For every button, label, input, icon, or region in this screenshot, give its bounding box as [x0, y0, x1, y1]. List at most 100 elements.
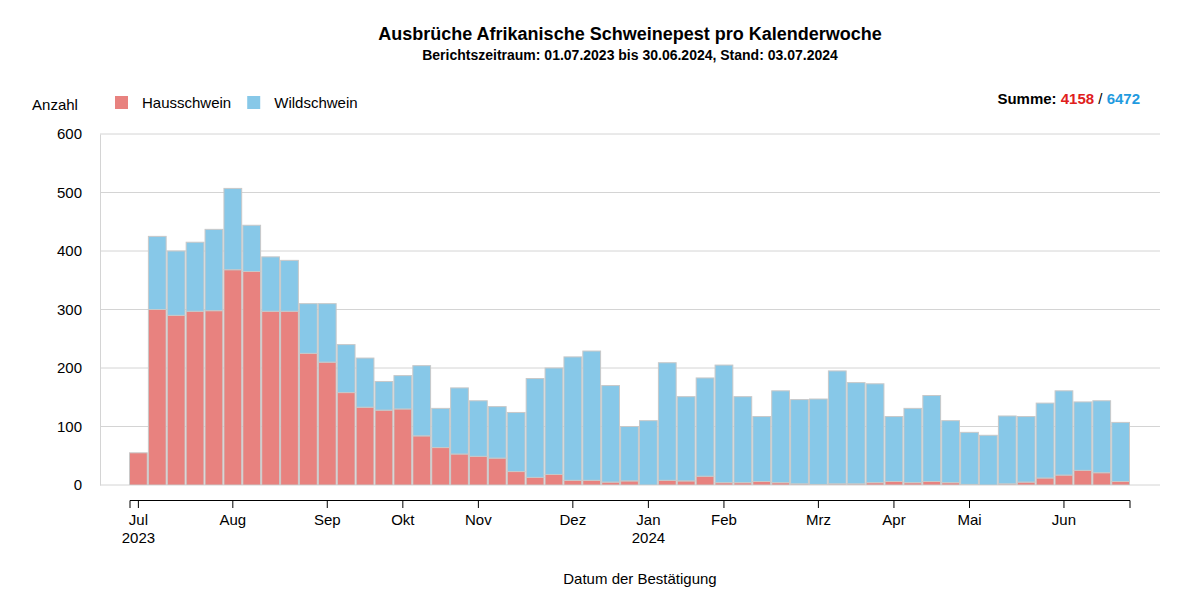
bar [677, 397, 695, 481]
bar [337, 345, 355, 393]
legend-label: Hausschwein [142, 94, 231, 111]
y-tick: 400 [57, 242, 100, 259]
x-tick-mark [327, 500, 328, 508]
summary-separator: / [1094, 90, 1107, 107]
bar [167, 315, 185, 485]
bar [262, 257, 280, 311]
bar [961, 432, 979, 484]
y-tick-label: 0 [74, 476, 82, 493]
bar [1055, 475, 1073, 485]
bar [602, 386, 620, 483]
bar [470, 401, 488, 457]
x-tick: Jan2024 [632, 500, 665, 546]
bar [696, 476, 714, 485]
bar [300, 304, 318, 354]
x-tick-label: Apr [882, 511, 905, 528]
x-tick-label: Mai [957, 511, 981, 528]
bar [205, 311, 223, 485]
bar [243, 271, 261, 485]
x-tick: Sep [314, 500, 341, 528]
bar [621, 481, 639, 485]
bar [1093, 473, 1111, 485]
bar [677, 481, 695, 485]
x-tick: Jul2023 [122, 500, 155, 546]
x-axis: Jul2023AugSepOktNovDezJan2024FebMrzAprMa… [122, 500, 1130, 546]
x-tick-mark [969, 500, 970, 508]
bar [866, 384, 884, 483]
bars [130, 188, 1130, 485]
x-tick-label: Sep [314, 511, 341, 528]
bar [526, 477, 544, 485]
summary-value: 6472 [1107, 90, 1140, 107]
bar [394, 409, 412, 485]
x-tick-label: Dez [559, 511, 586, 528]
bar [300, 353, 318, 485]
x-tick: Nov [465, 500, 492, 528]
bar [696, 378, 714, 476]
bar [375, 381, 393, 410]
bar [337, 393, 355, 485]
bar [1036, 403, 1054, 478]
y-tick: 500 [57, 184, 100, 201]
x-tick: Apr [882, 500, 905, 528]
x-tick-label: Okt [391, 511, 415, 528]
bar [148, 236, 166, 309]
x-tick-label: Aug [219, 511, 246, 528]
x-tick-mark [648, 500, 649, 508]
bar [980, 435, 998, 485]
y-axis-title: Anzahl [32, 96, 78, 113]
bar [885, 481, 903, 485]
bar [488, 458, 506, 485]
bar [545, 368, 563, 474]
y-tick: 200 [57, 359, 100, 376]
bar [828, 371, 846, 484]
legend-swatch [115, 96, 128, 109]
x-tick-mark [138, 500, 139, 508]
bar [1055, 391, 1073, 475]
x-axis-title: Datum der Bestätigung [563, 570, 716, 587]
bar [167, 251, 185, 315]
summary-label: Summe: [997, 90, 1060, 107]
x-tick-mark [478, 500, 479, 508]
x-tick: Aug [219, 500, 246, 528]
bar [148, 310, 166, 486]
y-axis-line [100, 135, 101, 486]
x-tick: Jun [1052, 500, 1076, 528]
bar [753, 417, 771, 482]
bar [432, 448, 450, 485]
x-tick-label: Nov [465, 511, 492, 528]
subtitle: Berichtszeitraum: 01.07.2023 bis 30.06.2… [422, 47, 838, 63]
bar [791, 400, 809, 484]
bar [205, 229, 223, 310]
bar [432, 408, 450, 447]
y-tick-label: 100 [57, 418, 82, 435]
bar [507, 412, 525, 471]
bar [394, 376, 412, 409]
y-tick: 100 [57, 418, 100, 435]
summary: Summe: 4158 / 6472 [997, 90, 1140, 107]
bar [1112, 481, 1130, 485]
bar [451, 454, 469, 485]
bar [318, 304, 336, 363]
grid-line [100, 134, 1160, 135]
bar [734, 397, 752, 483]
bar [1112, 422, 1130, 481]
x-tick-mark [1063, 500, 1064, 508]
bar [262, 311, 280, 485]
x-tick-label: Jun [1052, 511, 1076, 528]
x-tick-mark [232, 500, 233, 508]
y-tick-label: 600 [57, 125, 82, 142]
x-tick: Dez [559, 500, 586, 528]
y-tick-label: 500 [57, 184, 82, 201]
bar [186, 311, 204, 485]
bar [318, 362, 336, 485]
x-axis-line [130, 501, 1130, 509]
bar [224, 270, 242, 485]
bar [413, 366, 431, 436]
bar [224, 188, 242, 269]
series-bars [148, 188, 1129, 485]
bar [715, 365, 733, 483]
bar [621, 427, 639, 481]
bar [583, 480, 601, 485]
bar [1017, 417, 1035, 483]
